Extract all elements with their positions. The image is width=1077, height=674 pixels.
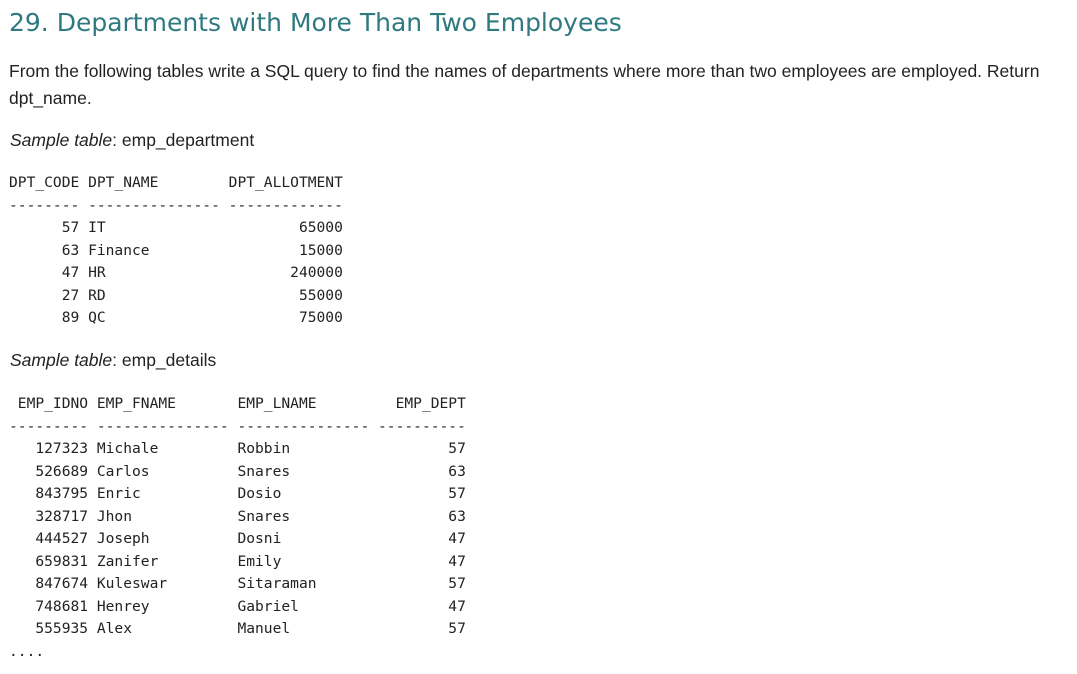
label-italic: Sample table [10,130,113,150]
table-row: 63 Finance 15000 [9,241,343,259]
table-header: EMP_IDNO EMP_FNAME EMP_LNAME EMP_DEPT [9,395,466,412]
table-row: 526689 Carlos Snares 63 [9,462,466,480]
table-row: 328717 Jhon Snares 63 [9,507,466,525]
table-ellipsis: .... [9,642,45,660]
table-row: 89 QC 75000 [9,309,343,326]
table-row: 659831 Zanifer Emily 47 [9,552,466,570]
table-label-emp-department: Sample table: emp_department [10,130,254,151]
label-separator: : [112,130,122,150]
table-separator: --------- --------------- --------------… [9,417,466,435]
label-italic: Sample table [10,350,113,370]
table-header: DPT_CODE DPT_NAME DPT_ALLOTMENT [9,174,343,191]
table-row: 748681 Henrey Gabriel 47 [9,597,466,615]
label-separator: : [112,350,122,370]
table-row: 47 HR 240000 [9,264,343,281]
exercise-description: From the following tables write a SQL qu… [9,61,1040,108]
page-title: 29. Departments with More Than Two Emplo… [9,8,622,37]
table-label-emp-details: Sample table: emp_details [10,350,216,371]
table-row: 843795 Enric Dosio 57 [9,485,466,502]
table-name: emp_department [121,130,255,150]
table-row: 27 RD 55000 [9,286,343,304]
emp-details-table: EMP_IDNO EMP_FNAME EMP_LNAME EMP_DEPT ---… [9,393,466,663]
table-row: 555935 Alex Manuel 57 [9,620,466,637]
table-row: 444527 Joseph Dosni 47 [9,530,466,547]
table-separator: -------- --------------- ------------- [9,196,343,214]
table-row: 127323 Michale Robbin 57 [9,440,466,457]
table-row: 57 IT 65000 [9,219,343,236]
table-name: emp_details [121,350,217,370]
table-row: 847674 Kuleswar Sitaraman 57 [9,575,466,592]
emp-department-table: DPT_CODE DPT_NAME DPT_ALLOTMENT -------- … [9,172,343,330]
